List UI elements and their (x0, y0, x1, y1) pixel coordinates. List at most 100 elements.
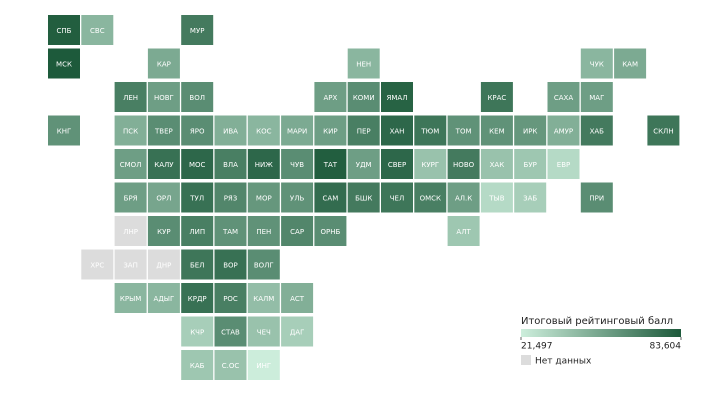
region-label: НОВГ (154, 94, 174, 102)
region-label: ЛИП (189, 228, 205, 236)
region-label: ДАГ (290, 329, 305, 337)
region-tile (447, 182, 480, 213)
region-label: ВЛА (223, 161, 238, 169)
region-label: ЗАП (123, 262, 138, 270)
region-label: БРЯ (124, 195, 138, 203)
region-label: ХАБ (590, 128, 605, 136)
region-label: КУРГ (421, 161, 439, 169)
region-tile (214, 350, 247, 380)
region-tile (181, 82, 214, 112)
region-tile (247, 216, 280, 246)
missing-label: Нет данных (535, 357, 592, 367)
region-tile (414, 115, 447, 146)
region-tile (314, 149, 347, 179)
region-label: КАЛМ (253, 295, 274, 303)
region-label: ПЕН (256, 228, 271, 236)
region-label: ХАН (390, 128, 405, 136)
region-label: ДНР (156, 262, 171, 270)
region-tile (381, 182, 413, 213)
region-tile (114, 283, 147, 313)
region-label: АСТ (290, 295, 305, 303)
region-tile (480, 149, 513, 179)
colorbar (521, 329, 681, 337)
region-label: ТАТ (323, 161, 338, 169)
region-tile (247, 182, 280, 213)
region-label: ХРС (90, 262, 104, 270)
region-label: КОС (256, 128, 271, 136)
region-label: БУР (524, 161, 537, 169)
region-tile (480, 182, 513, 213)
region-label: ЛНР (123, 228, 138, 236)
region-tile (314, 82, 347, 112)
region-tile (114, 182, 147, 213)
region-label: ВОЛГ (254, 262, 274, 270)
region-label: МАРИ (287, 128, 307, 136)
region-tile (447, 115, 480, 146)
region-label: АЛ.К (455, 195, 472, 203)
region-tile (181, 216, 214, 246)
region-tile (114, 249, 147, 280)
region-tile (281, 283, 314, 313)
region-label: БШК (355, 195, 372, 203)
region-tile (614, 48, 647, 79)
region-tile (114, 82, 147, 112)
region-tile (181, 283, 214, 313)
region-tile (647, 115, 680, 146)
region-tile (181, 15, 214, 45)
region-tile (181, 149, 214, 179)
region-tile (48, 15, 80, 45)
region-tile (147, 115, 180, 146)
region-label: ТАМ (222, 228, 238, 236)
region-label: ХАК (490, 161, 505, 169)
colorbar-tick-label: 21,497 (521, 342, 553, 352)
region-label: АЛТ (456, 228, 471, 236)
region-label: ЕВР (557, 161, 570, 169)
region-tile (247, 249, 280, 280)
region-tile (247, 316, 280, 347)
region-tile (114, 115, 147, 146)
region-tile (214, 249, 247, 280)
region-tile (214, 216, 247, 246)
region-label: АРХ (323, 94, 337, 102)
region-label: КАЛУ (154, 161, 174, 169)
region-label: ЧЕЧ (257, 329, 271, 337)
region-label: КРЫМ (120, 295, 141, 303)
region-tile (480, 82, 513, 112)
region-tile (147, 48, 180, 79)
region-label: ИРК (523, 128, 537, 136)
region-label: С.ОС (222, 362, 240, 370)
region-tile (147, 283, 180, 313)
region-tile (381, 82, 413, 112)
region-label: СПБ (57, 27, 72, 35)
region-label: СМОЛ (120, 161, 142, 169)
region-tile (381, 115, 413, 146)
region-tile (314, 216, 347, 246)
region-label: КАБ (190, 362, 205, 370)
region-tile (147, 149, 180, 179)
legend-title: Итоговый рейтинговый балл (521, 316, 673, 327)
region-label: ТУЛ (189, 195, 204, 203)
region-label: ОРНБ (321, 228, 341, 236)
colorbar-tick-label: 83,604 (650, 342, 682, 352)
region-label: НЕН (356, 61, 371, 69)
region-tile (347, 115, 380, 146)
region-tile (48, 48, 80, 79)
region-tile (347, 82, 380, 112)
region-tile (247, 115, 280, 146)
region-label: ОМСК (420, 195, 441, 203)
region-tile (81, 15, 114, 45)
missing-swatch (521, 355, 531, 365)
region-label: АМУР (554, 128, 573, 136)
region-label: НОВО (453, 161, 475, 169)
region-tile (547, 115, 580, 146)
region-tile (214, 149, 247, 179)
region-label: КАР (157, 61, 171, 69)
region-tile (314, 115, 347, 146)
region-label: МУР (190, 27, 205, 35)
region-tile (48, 115, 80, 146)
region-label: ИВА (223, 128, 238, 136)
region-label: КОМИ (353, 94, 375, 102)
region-tile (114, 149, 147, 179)
region-tile (281, 115, 314, 146)
region-label: КЕМ (489, 128, 504, 136)
